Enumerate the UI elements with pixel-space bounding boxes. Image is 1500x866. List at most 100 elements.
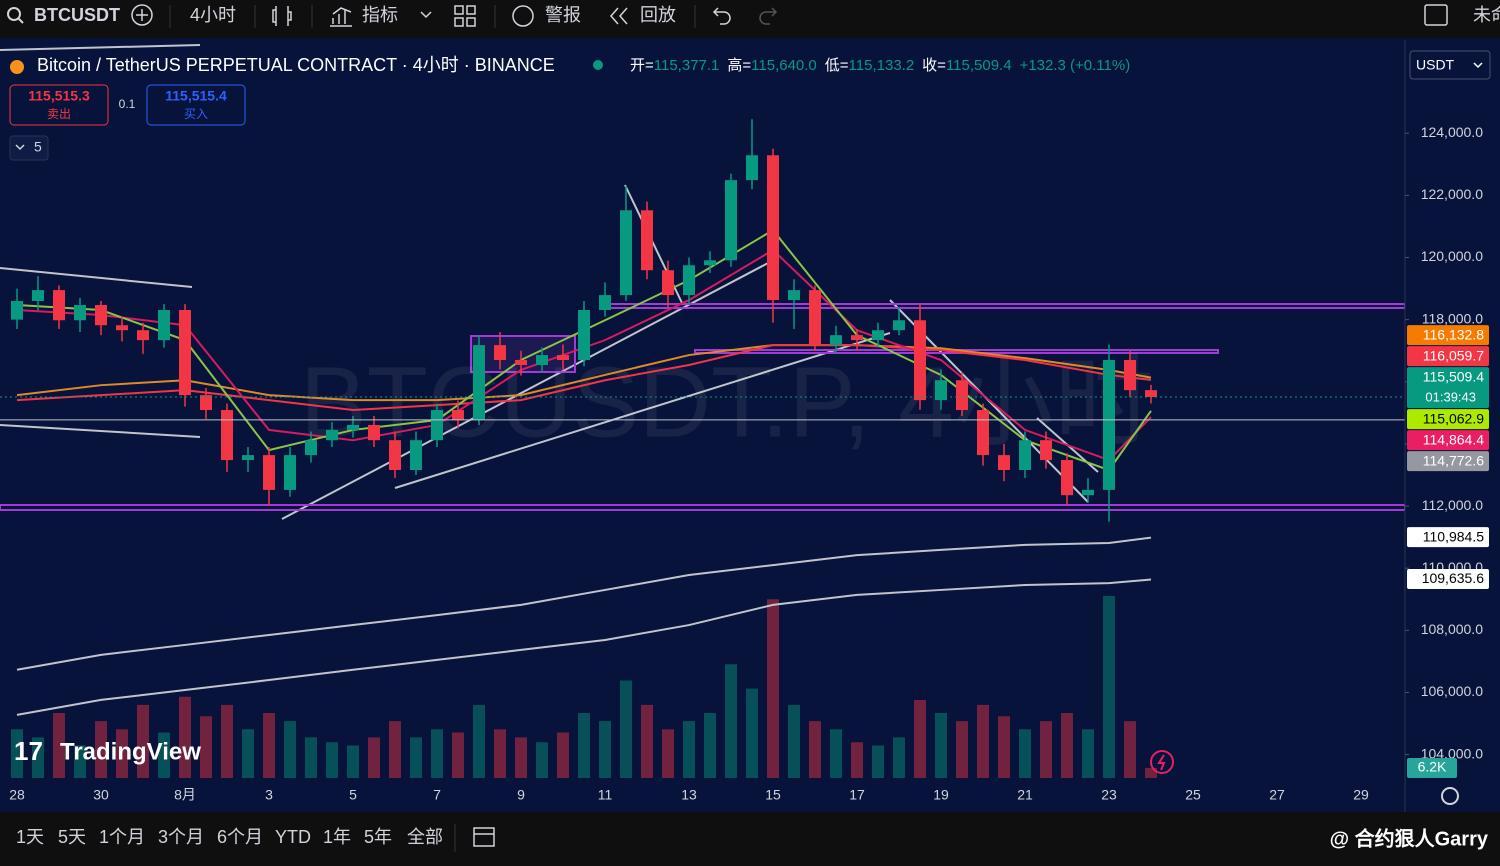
volume-bar xyxy=(935,713,947,778)
chart-type-icon[interactable] xyxy=(272,6,292,26)
range-button[interactable]: 3个月 xyxy=(158,827,204,847)
volume-bar xyxy=(95,721,107,778)
alert-icon[interactable] xyxy=(512,5,534,27)
price-label: 116,059.7 xyxy=(1423,347,1484,363)
volume-bar xyxy=(998,716,1010,778)
indicator-icon[interactable] xyxy=(330,7,352,27)
candle-body xyxy=(536,355,548,365)
volume-bar xyxy=(389,721,401,778)
replay[interactable]: 回放 xyxy=(640,5,676,25)
trend-line xyxy=(0,424,201,438)
coin-icon xyxy=(10,60,24,74)
volume-bar xyxy=(452,732,464,778)
volume-bar xyxy=(620,680,632,778)
x-tick-label: 25 xyxy=(1185,787,1201,803)
interval[interactable]: 4小时 xyxy=(190,5,236,25)
volume-bar xyxy=(893,737,905,778)
candle-body xyxy=(830,335,842,346)
indicators[interactable]: 指标 xyxy=(362,5,398,25)
symbol[interactable]: BTCUSDT xyxy=(34,5,120,25)
chevron[interactable] xyxy=(420,11,432,19)
volume-bar xyxy=(704,713,716,778)
range-button[interactable]: 5年 xyxy=(364,827,392,847)
candle-body xyxy=(704,260,716,266)
moving-average xyxy=(16,248,1152,462)
sell-label: 卖出 xyxy=(47,107,71,121)
range-button[interactable]: 5天 xyxy=(58,827,86,847)
search-icon[interactable] xyxy=(7,7,21,21)
x-tick-label: 17 xyxy=(849,787,865,803)
price-label-box xyxy=(1407,569,1489,590)
sell-button[interactable] xyxy=(9,84,109,126)
undo[interactable] xyxy=(712,7,731,25)
candle-body xyxy=(368,424,380,441)
ohlc-label: 收= xyxy=(922,57,946,74)
candle-body xyxy=(74,305,86,321)
candle-body xyxy=(158,309,170,341)
volume-bar xyxy=(809,721,821,778)
range-button[interactable]: 全部 xyxy=(407,827,443,847)
x-tick-label: 23 xyxy=(1101,787,1117,803)
candle-body xyxy=(515,360,527,365)
volume-bar xyxy=(557,732,569,778)
x-tick-label: 7 xyxy=(433,787,441,803)
top-toolbar xyxy=(0,0,1500,38)
ohlc-label: 低= xyxy=(825,57,849,74)
logo-mark: 17 xyxy=(14,736,43,766)
candle-body xyxy=(998,455,1010,471)
candle-body xyxy=(1103,360,1115,490)
candle-body xyxy=(767,155,779,301)
search-icon xyxy=(17,17,24,24)
settings-icon[interactable] xyxy=(1441,787,1459,805)
x-tick-label: 9 xyxy=(517,787,525,803)
date-range-icon[interactable] xyxy=(473,827,495,847)
candle-body xyxy=(788,290,800,301)
volume-bar xyxy=(1145,767,1157,778)
candle-body xyxy=(1061,460,1073,496)
range-button[interactable]: YTD xyxy=(275,827,311,847)
volume-bar xyxy=(1019,729,1031,778)
candle-body xyxy=(557,355,569,361)
replay-icon[interactable] xyxy=(610,7,628,25)
price-label-box xyxy=(1407,409,1489,430)
currency-select[interactable] xyxy=(1409,50,1491,80)
range-button[interactable]: 1年 xyxy=(323,827,351,847)
add-symbol[interactable] xyxy=(131,4,153,26)
candle-body xyxy=(494,345,506,361)
candle-body xyxy=(116,325,128,331)
candle-body xyxy=(956,380,968,411)
price-label-box xyxy=(1407,367,1489,409)
redo[interactable] xyxy=(759,7,778,25)
candle-body xyxy=(53,290,65,321)
bottom-toolbar xyxy=(0,812,1500,866)
volume-bar xyxy=(641,704,653,778)
layout-name[interactable]: 未命 xyxy=(1473,5,1500,25)
fullscreen[interactable] xyxy=(1424,4,1448,26)
candle-body xyxy=(977,410,989,456)
symbol-title: Bitcoin / TetherUS PERPETUAL CONTRACT · … xyxy=(37,55,555,75)
volume-bar xyxy=(494,729,506,778)
lightning-icon[interactable] xyxy=(1150,750,1174,774)
volume-bar xyxy=(1103,596,1115,778)
volume-bar xyxy=(767,599,779,778)
buy-button[interactable] xyxy=(146,84,246,126)
price-label: 114,772.6 xyxy=(1423,452,1484,468)
volume-bar xyxy=(914,700,926,778)
x-tick-label: 19 xyxy=(933,787,949,803)
range-button[interactable]: 1个月 xyxy=(99,827,145,847)
trend-line xyxy=(0,267,193,288)
range-button[interactable]: 6个月 xyxy=(217,827,263,847)
chevron xyxy=(1473,62,1483,69)
alerts[interactable]: 警报 xyxy=(545,5,581,25)
candle-body xyxy=(200,395,212,411)
collapse-button[interactable] xyxy=(9,135,49,161)
candle-body xyxy=(179,309,191,396)
candle-body xyxy=(1124,360,1136,391)
volume-bar xyxy=(1124,721,1136,778)
candle-body xyxy=(389,440,401,471)
layout-icon[interactable] xyxy=(454,5,476,27)
credit: @ 合约狠人Garry xyxy=(1330,826,1489,850)
range-button[interactable]: 1天 xyxy=(16,827,44,847)
volume-bar xyxy=(662,729,674,778)
